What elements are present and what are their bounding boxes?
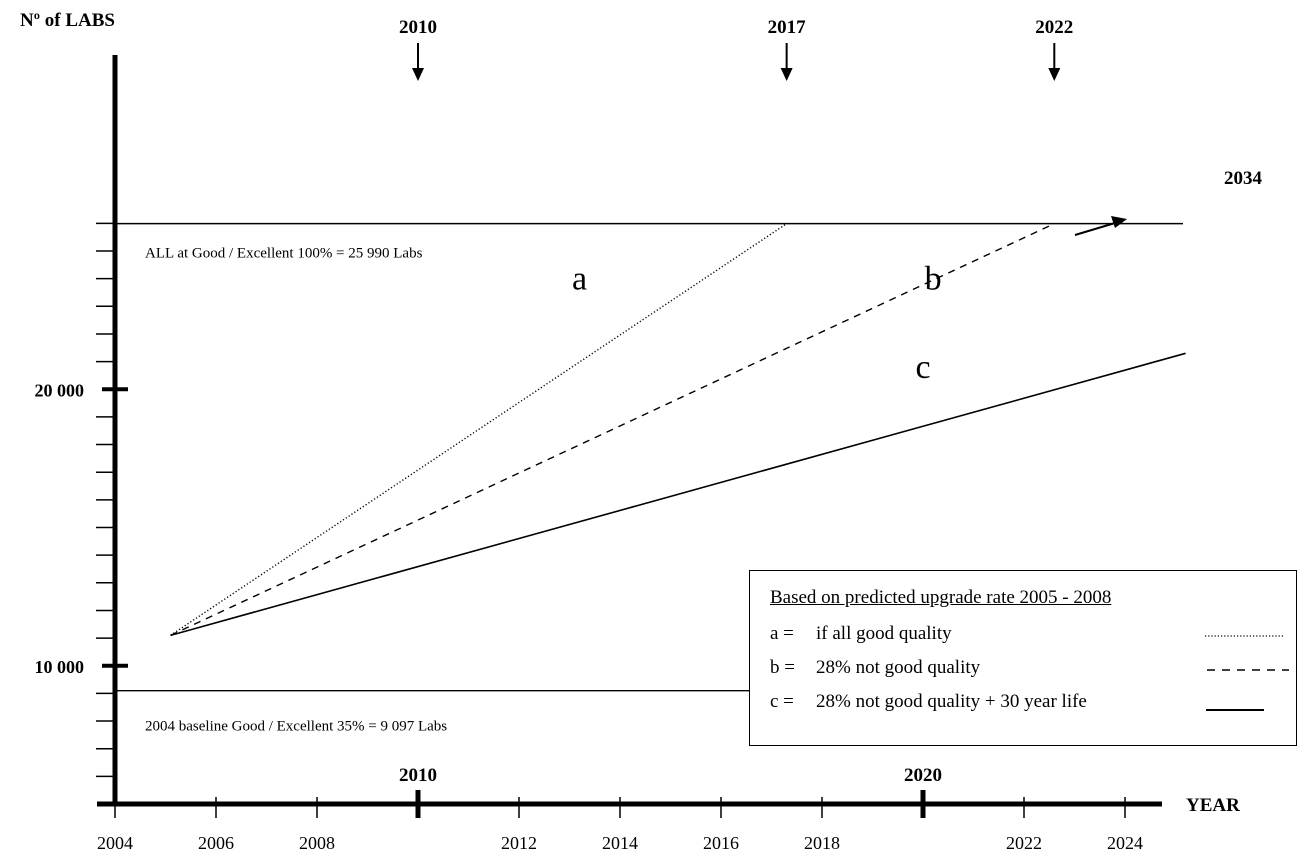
legend-item-b: b = 28% not good quality [770,657,980,679]
legend-text-b: 28% not good quality [816,657,981,678]
legend-item-c: c = 28% not good quality + 30 year life [770,691,1087,713]
x-tick-label-8: 2024 [1107,833,1143,853]
x-tick-label-6: 2018 [804,833,840,853]
series-line-c [170,352,1186,637]
legend: Based on predicted upgrade rate 2005 - 2… [749,570,1297,746]
y-axis-label: Nº of LABS [20,10,115,31]
legend-key-a: a = [770,623,794,644]
x-tick-label-2: 2008 [299,833,335,853]
x-major-tick-label-1: 2020 [904,765,942,786]
legend-swatch-b [1207,669,1289,671]
x-tick-label-0: 2004 [97,833,133,853]
y-tick-label-0: 10 000 [35,657,85,677]
legend-item-a: a = if all good quality [770,623,952,645]
series-label-b: b [925,261,942,298]
series [170,222,1186,637]
y-tick-label-1: 20 000 [35,380,85,400]
series-line-b [170,222,1055,636]
axes [96,55,1162,818]
top-marker-arrow-head-2 [1048,68,1061,81]
x-tick-label-7: 2022 [1006,833,1042,853]
x-axis-label: YEAR [1186,795,1240,816]
reference-label-1: 2004 baseline Good / Excellent 35% = 9 0… [145,719,447,735]
top-marker-arrow-head-0 [412,68,424,81]
top-marker-label-1: 2017 [768,17,807,38]
annotation-2034: 2034 [1224,168,1263,189]
annotation-arrow-shaft [1074,222,1116,236]
labels: ALL at Good / Excellent 100% = 25 990 La… [20,10,1263,853]
top-marker-arrow-head-1 [780,68,793,81]
legend-text-c: 28% not good quality + 30 year life [816,691,1087,712]
legend-swatch-a [1205,635,1285,637]
series-label-a: a [572,261,587,298]
x-tick-label-5: 2016 [703,833,739,853]
legend-title: Based on predicted upgrade rate 2005 - 2… [770,587,1112,608]
x-major-tick-label-0: 2010 [399,765,437,786]
legend-text-a: if all good quality [816,623,952,644]
x-tick-label-1: 2006 [198,833,234,853]
legend-key-b: b = [770,657,795,678]
legend-key-c: c = [770,691,794,712]
top-marker-label-0: 2010 [399,17,437,38]
legend-swatch-c [1206,709,1264,711]
annotation-arrow-head [1111,216,1127,228]
series-line-a [170,223,788,636]
x-tick-label-3: 2012 [501,833,537,853]
series-label-c: c [915,349,930,386]
reference-label-0: ALL at Good / Excellent 100% = 25 990 La… [145,246,423,262]
x-tick-label-4: 2014 [602,833,638,853]
top-marker-label-2: 2022 [1035,17,1073,38]
